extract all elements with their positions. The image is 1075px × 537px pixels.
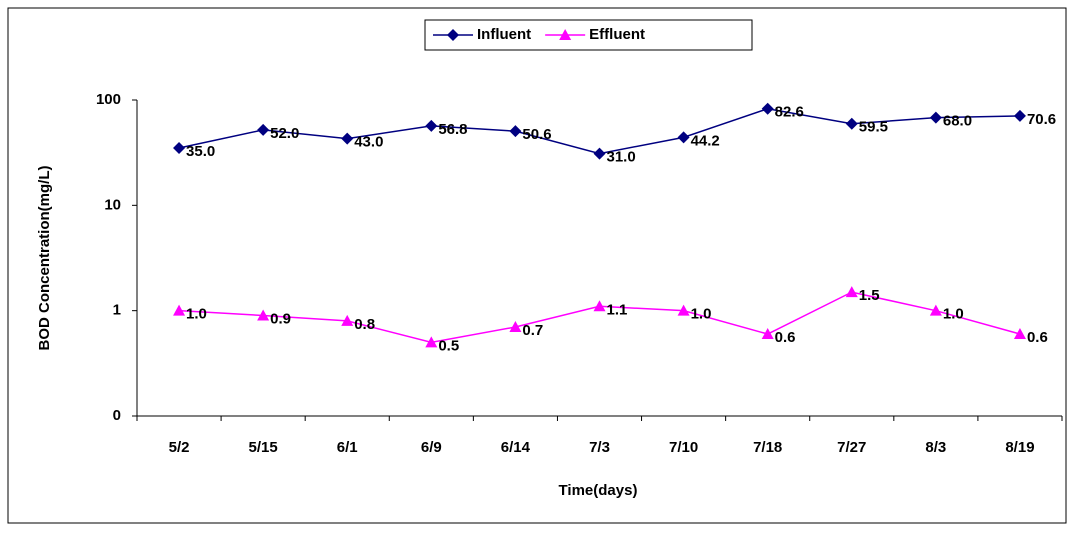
chart-border — [7, 7, 1067, 524]
marker — [1013, 328, 1026, 340]
marker — [173, 304, 186, 316]
x-tick-label: 7/10 — [669, 439, 698, 456]
value-label: 43.0 — [354, 134, 383, 151]
value-label: 0.7 — [522, 322, 543, 339]
value-label: 1.0 — [691, 306, 712, 323]
value-label: 1.1 — [607, 301, 628, 318]
marker — [929, 111, 942, 124]
marker — [677, 131, 690, 144]
x-axis-title: Time(days) — [559, 482, 638, 499]
value-label: 82.6 — [775, 104, 804, 121]
value-label: 0.6 — [775, 329, 796, 346]
marker — [1013, 109, 1026, 122]
value-label: 52.0 — [270, 125, 299, 142]
x-tick-label: 8/3 — [925, 439, 946, 456]
marker — [341, 132, 354, 145]
value-label: 0.5 — [438, 337, 459, 354]
x-tick-label: 7/3 — [589, 439, 610, 456]
marker — [425, 336, 438, 348]
y-tick-label: 100 — [96, 91, 121, 108]
value-label: 59.5 — [859, 119, 888, 136]
value-label: 50.6 — [522, 126, 551, 143]
marker — [447, 29, 459, 41]
value-label: 0.8 — [354, 316, 375, 333]
value-label: 35.0 — [186, 143, 215, 160]
value-label: 1.5 — [859, 287, 880, 304]
x-tick-label: 6/1 — [337, 439, 358, 456]
series-line — [178, 107, 1020, 155]
marker — [257, 123, 270, 136]
legend-label: Effluent — [589, 26, 645, 43]
marker — [593, 147, 606, 160]
x-tick-label: 6/14 — [501, 439, 531, 456]
marker — [593, 300, 606, 312]
legend-label: Influent — [477, 26, 531, 43]
marker — [929, 304, 942, 316]
value-label: 44.2 — [691, 132, 720, 149]
marker — [173, 142, 186, 155]
x-tick-label: 8/19 — [1005, 439, 1034, 456]
value-label: 0.9 — [270, 310, 291, 327]
value-label: 70.6 — [1027, 111, 1056, 128]
x-tick-label: 6/9 — [421, 439, 442, 456]
marker — [761, 328, 774, 340]
y-tick-label: 10 — [104, 196, 121, 213]
legend-box — [424, 19, 753, 51]
marker — [425, 119, 438, 132]
marker — [341, 314, 354, 326]
marker — [677, 304, 690, 316]
value-label: 1.0 — [943, 306, 964, 323]
marker — [559, 29, 572, 40]
y-tick-label: 1 — [113, 302, 121, 319]
marker — [257, 309, 270, 321]
marker — [509, 320, 522, 332]
value-label: 31.0 — [607, 149, 636, 166]
value-label: 68.0 — [943, 113, 972, 130]
x-tick-label: 7/18 — [753, 439, 782, 456]
value-label: 0.6 — [1027, 329, 1048, 346]
marker — [509, 125, 522, 138]
series-line — [179, 291, 1021, 344]
x-tick-label: 7/27 — [837, 439, 866, 456]
marker — [845, 286, 858, 298]
marker — [761, 102, 774, 115]
value-label: 56.8 — [438, 121, 467, 138]
marker — [845, 117, 858, 130]
y-axis-title: BOD Concentration(mg/L) — [36, 166, 53, 351]
x-tick-label: 5/15 — [249, 439, 278, 456]
value-label: 1.0 — [186, 306, 207, 323]
x-tick-label: 5/2 — [169, 439, 190, 456]
y-tick-label: 0 — [113, 407, 121, 424]
